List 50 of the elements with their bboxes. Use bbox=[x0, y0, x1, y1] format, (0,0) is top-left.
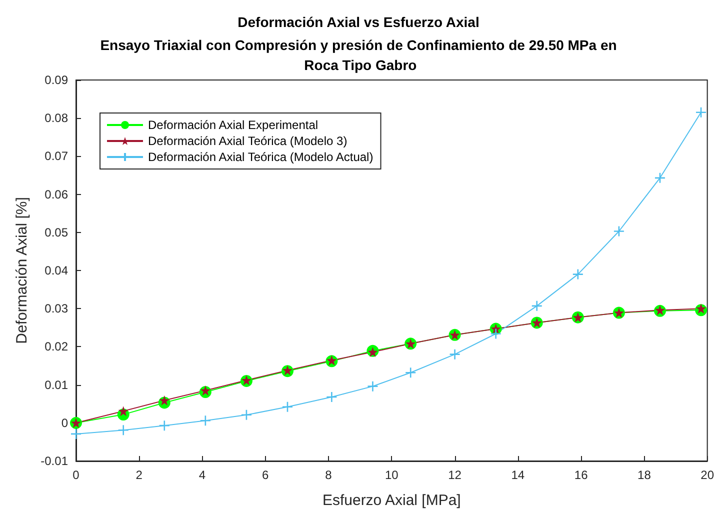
point bbox=[490, 328, 502, 340]
legend-label: Deformación Axial Teórica (Modelo 3) bbox=[148, 134, 348, 148]
point bbox=[70, 428, 82, 440]
x-tick-label: 20 bbox=[700, 468, 714, 482]
point bbox=[404, 366, 416, 378]
chart-title: Deformación Axial vs Esfuerzo Axial bbox=[238, 14, 480, 30]
x-tick-label: 2 bbox=[136, 468, 143, 482]
point bbox=[158, 420, 170, 432]
x-axis-title: Esfuerzo Axial [MPa] bbox=[322, 492, 461, 509]
x-tick-label: 16 bbox=[574, 468, 588, 482]
point bbox=[654, 172, 666, 184]
legend-label: Deformación Axial Teórica (Modelo Actual) bbox=[148, 150, 374, 164]
legend-label: Deformación Axial Experimental bbox=[148, 118, 318, 132]
x-tick-label: 18 bbox=[638, 468, 652, 482]
y-tick-label: 0.09 bbox=[44, 73, 68, 87]
point bbox=[326, 391, 338, 403]
point bbox=[696, 304, 706, 314]
y-tick-label: 0.07 bbox=[44, 149, 68, 164]
point bbox=[282, 401, 294, 413]
point bbox=[240, 409, 252, 421]
chart-subtitle: Ensayo Triaxial con Compresión y presión de Confinamiento de 29.50 MPa en Roca Tipo Gabro bbox=[100, 37, 617, 73]
point bbox=[449, 348, 460, 360]
x-tick-label: 12 bbox=[448, 468, 462, 482]
point bbox=[367, 380, 378, 392]
x-tick-label: 6 bbox=[262, 468, 270, 482]
y-tick-label: 0.04 bbox=[44, 264, 68, 278]
point bbox=[159, 395, 170, 406]
x-tick-label: 0 bbox=[72, 468, 80, 482]
y-tick-label: 0 bbox=[61, 416, 68, 430]
point bbox=[368, 347, 378, 358]
y-tick-label: 0.08 bbox=[44, 111, 68, 126]
point bbox=[200, 414, 212, 426]
point bbox=[695, 106, 707, 118]
y-tick-label: 0.02 bbox=[44, 340, 68, 354]
point bbox=[572, 268, 584, 280]
x-tick-label: 4 bbox=[198, 468, 206, 482]
x-tick-label: 8 bbox=[325, 468, 332, 482]
y-tick-label: 0.05 bbox=[44, 225, 68, 240]
point bbox=[613, 226, 625, 237]
y-tick-label: 0.01 bbox=[44, 378, 68, 392]
y-tick-label: 0.03 bbox=[44, 302, 68, 316]
point bbox=[200, 386, 210, 396]
x-tick-label: 14 bbox=[511, 468, 525, 482]
y-axis-title: Deformación Axial [%] bbox=[14, 197, 31, 344]
point bbox=[118, 406, 128, 416]
y-tick-label: 0.06 bbox=[44, 187, 68, 202]
x-tick-label: 10 bbox=[384, 468, 399, 482]
point bbox=[531, 300, 543, 312]
y-tick-label: -0.01 bbox=[40, 454, 68, 468]
point bbox=[118, 424, 129, 436]
